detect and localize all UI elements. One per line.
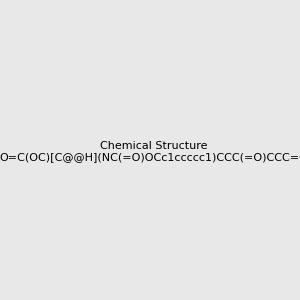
Text: Chemical Structure
O=C(OC)[C@@H](NC(=O)OCc1ccccc1)CCC(=O)CCC=C: Chemical Structure O=C(OC)[C@@H](NC(=O)O… xyxy=(0,141,300,162)
